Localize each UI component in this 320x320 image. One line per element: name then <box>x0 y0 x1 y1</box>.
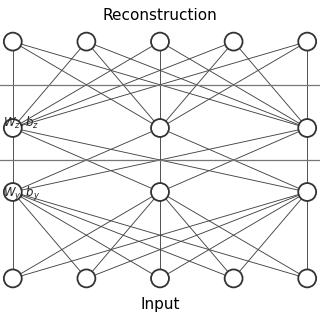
Circle shape <box>77 33 95 51</box>
Circle shape <box>4 119 22 137</box>
Circle shape <box>151 33 169 51</box>
Circle shape <box>298 183 316 201</box>
Circle shape <box>151 269 169 287</box>
Circle shape <box>298 33 316 51</box>
Text: $W_y, b_y$: $W_y, b_y$ <box>3 185 41 203</box>
Text: Reconstruction: Reconstruction <box>103 8 217 23</box>
Circle shape <box>298 119 316 137</box>
Circle shape <box>4 33 22 51</box>
Circle shape <box>225 33 243 51</box>
Circle shape <box>151 183 169 201</box>
Circle shape <box>4 183 22 201</box>
Text: Input: Input <box>140 297 180 312</box>
Circle shape <box>225 269 243 287</box>
Circle shape <box>151 119 169 137</box>
Text: $W_z, b_z$: $W_z, b_z$ <box>3 115 39 131</box>
Circle shape <box>77 269 95 287</box>
Circle shape <box>4 269 22 287</box>
Circle shape <box>298 269 316 287</box>
